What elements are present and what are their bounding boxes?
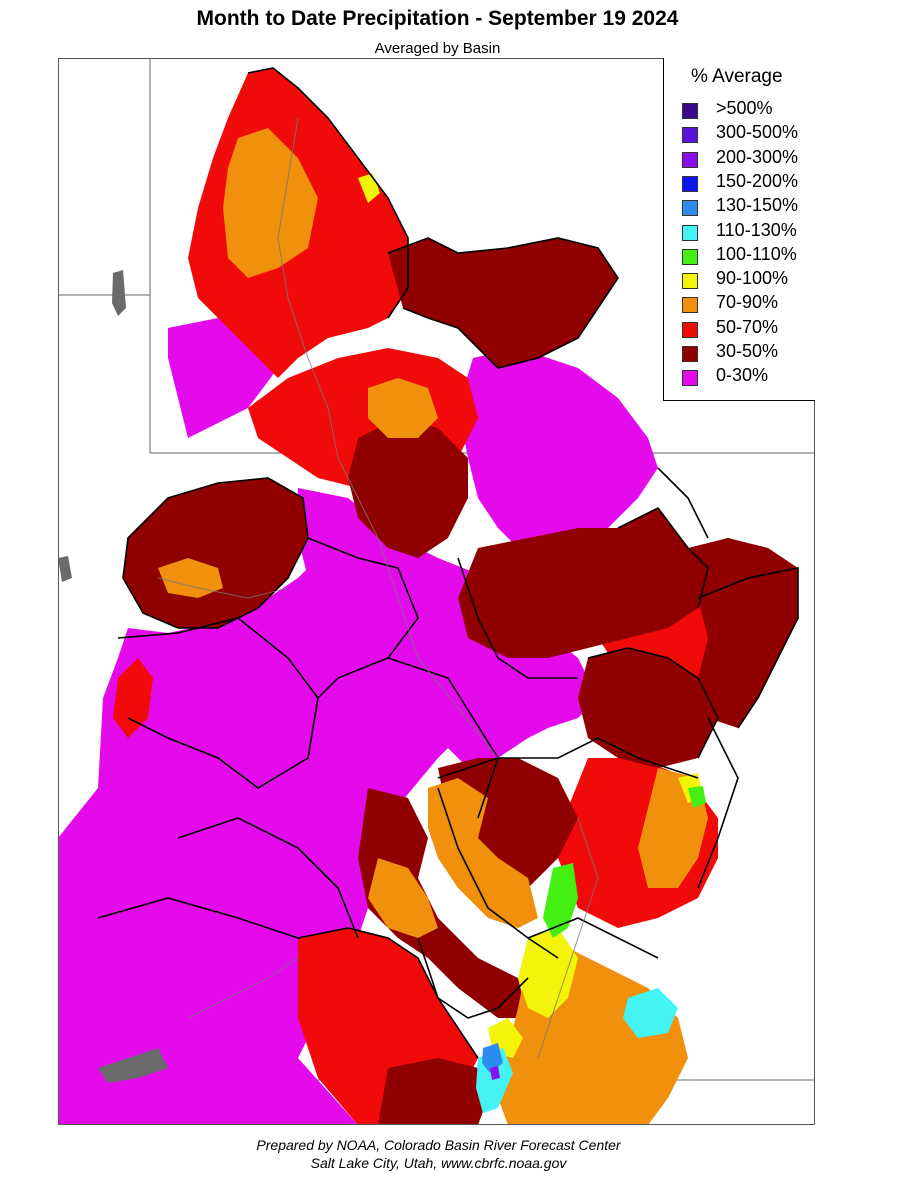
legend-swatch	[682, 248, 698, 265]
legend-swatch	[682, 200, 698, 217]
legend-item: 200-300%	[682, 146, 812, 173]
legend-item: 300-500%	[682, 122, 812, 148]
legend-swatch	[682, 224, 698, 241]
legend-title: % Average	[691, 66, 783, 87]
legend-label: 0-30%	[716, 365, 769, 386]
legend-swatch	[682, 151, 698, 168]
region-0-30-east	[448, 658, 598, 748]
legend-swatch	[682, 175, 698, 192]
region-110-130	[623, 988, 678, 1038]
legend-item: 70-90%	[682, 292, 812, 318]
legend-label: 30-50%	[716, 341, 779, 361]
legend-label: 200-300%	[716, 146, 799, 167]
legend-swatch	[682, 321, 698, 338]
legend-swatch	[682, 103, 698, 119]
map-subtitle: Averaged by Basin	[374, 40, 501, 57]
region-90-100-south	[518, 928, 578, 1018]
region-30-50-sw	[358, 788, 528, 1018]
legend-item: 90-100%	[682, 268, 812, 294]
legend-item: 150-200%	[682, 170, 812, 197]
legend-label: 100-110%	[716, 243, 797, 264]
footer-credit: Prepared by NOAA, Colorado Basin River F…	[256, 1137, 621, 1153]
legend-label: 130-150%	[716, 195, 799, 216]
legend-label: 50-70%	[716, 316, 779, 337]
region-100-110	[543, 863, 578, 938]
region-70-90-southwest	[368, 858, 438, 938]
region-50-70-west	[113, 658, 153, 738]
region-30-50-far-east	[688, 538, 798, 728]
region-130-150	[482, 1043, 503, 1073]
map-title: Month to Date Precipitation - September …	[196, 7, 679, 30]
legend-label: >500%	[716, 98, 773, 118]
region-70-90-north	[223, 128, 318, 278]
legend-label: 70-90%	[716, 292, 779, 313]
legend-item: 50-70%	[682, 316, 812, 343]
region-70-90-central	[368, 378, 438, 438]
region-70-90-east	[428, 778, 538, 928]
legend-item: 110-130%	[682, 219, 812, 246]
legend-item: 30-50%	[682, 341, 812, 367]
legend-item: 0-30%	[682, 365, 812, 391]
region-0-30-northeast	[458, 348, 658, 578]
region-70-90-west	[158, 558, 223, 598]
legend-item: 100-110%	[682, 243, 812, 270]
legend-swatch	[682, 370, 698, 387]
legend-swatch	[682, 297, 698, 314]
legend-label: 90-100%	[716, 268, 789, 289]
footer-location: Salt Lake City, Utah, www.cbrfc.noaa.gov	[310, 1155, 567, 1171]
region-100-110-sm	[688, 786, 706, 808]
legend-item: >500%	[682, 98, 812, 124]
legend-item: 130-150%	[682, 195, 812, 221]
legend-swatch	[682, 127, 698, 144]
legend-swatch	[682, 273, 698, 290]
region-30-50-east	[458, 508, 708, 658]
region-30-50-mid	[578, 648, 718, 768]
legend-label: 300-500%	[716, 122, 799, 143]
legend-swatch	[682, 346, 698, 362]
legend-label: 150-200%	[716, 170, 799, 191]
region-200-300	[490, 1066, 500, 1080]
region-30-50-center	[348, 418, 468, 558]
legend-label: 110-130%	[716, 219, 797, 240]
region-30-50-bottom	[378, 1058, 488, 1125]
legend: % Average >500% 300-500% 200-300% 150-200% 1…	[663, 58, 815, 401]
region-30-50-ne	[388, 238, 618, 368]
